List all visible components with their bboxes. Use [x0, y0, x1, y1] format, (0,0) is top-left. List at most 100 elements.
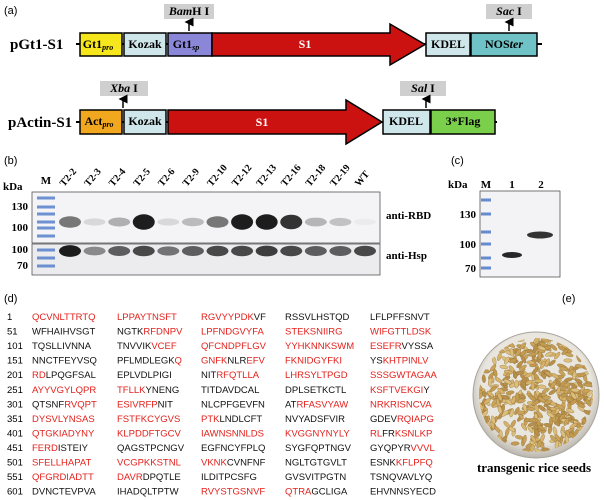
site-box [100, 81, 148, 96]
antibody-label: anti-RBD [386, 210, 431, 222]
seed [483, 398, 491, 405]
residues: FKNIDGYFKI [285, 356, 342, 367]
lane-label: T2-10 [205, 163, 229, 189]
band [132, 214, 155, 230]
element-label: Gt1pro [83, 37, 113, 52]
seed [488, 377, 493, 387]
residues: KSNLKP [395, 428, 433, 439]
residues: PTK [201, 414, 220, 425]
residues: VCGPKKSTNL [117, 458, 181, 469]
ladder-band [481, 256, 491, 260]
sequence-block: EGFNCYFPLQ [201, 443, 265, 454]
residues: RGVYYPDK [201, 312, 254, 323]
seed [525, 379, 534, 385]
residues: RD [32, 370, 46, 381]
element-label: Actpro [84, 114, 113, 129]
residues: QTSNF [32, 399, 64, 410]
element-arrow [211, 22, 427, 67]
lane-label: T2-5 [132, 167, 153, 189]
lane-label: T2-4 [107, 167, 128, 189]
sequence-block: QTRAGCLIGA [285, 487, 348, 498]
seed [539, 341, 548, 347]
seed [581, 388, 591, 394]
band [59, 216, 81, 228]
residues: KSFTVEKGI [370, 385, 423, 396]
residues: VKNK [201, 458, 228, 469]
residues: ESEFR [370, 341, 402, 352]
seed [519, 364, 527, 371]
residues: LPQGFSAL [46, 370, 96, 381]
residues: LHRSYLTPGD [285, 370, 348, 381]
band [157, 218, 180, 226]
element-box [79, 109, 123, 135]
seed [521, 423, 528, 431]
site-label: Sal I [411, 81, 435, 95]
seed [559, 366, 568, 371]
residues: GCLIGA [311, 487, 348, 498]
western-blot: kDa 130 100 70 M 1 2 [448, 179, 561, 278]
seed [564, 377, 573, 382]
seed [569, 399, 578, 406]
residues: KHTPINLV [383, 356, 429, 367]
panel-label: (e) [562, 293, 575, 305]
band [280, 245, 303, 257]
seed [537, 425, 545, 431]
residues: KVGGNYNYLY [285, 428, 350, 439]
sequence-block: LPFNDGVYFA [201, 327, 264, 338]
seed [577, 372, 586, 377]
residues: IAWNSNNLDS [201, 428, 264, 439]
residues: FERD [32, 443, 58, 454]
sequence-block: VCGPKKSTNL [117, 458, 181, 469]
sequence-block: RLFRKSNLKP [370, 428, 432, 439]
seed [526, 406, 535, 411]
band [181, 246, 204, 256]
residue-number: 351 [7, 414, 23, 425]
residues: EFV [246, 356, 265, 367]
seed [585, 398, 592, 407]
seed [540, 371, 546, 380]
residues: RQIAPG [397, 414, 434, 425]
residue-number: 251 [7, 385, 23, 396]
residues: DPLSETKCTL [285, 385, 346, 396]
residues: GDEV [370, 414, 398, 425]
residues: DYSVLYNSAS [32, 414, 95, 425]
seed [563, 417, 570, 426]
residue-number: 601 [7, 487, 23, 498]
element-box [430, 109, 496, 135]
sequence-block: STEKSNIIRG [285, 327, 343, 338]
western-blot: kDa anti-RBD anti-Hsp 130 100 100 70 M T2… [3, 163, 431, 276]
element-label: 3*Flag [446, 114, 481, 128]
sequence-block: WIFGTTLDSK [370, 327, 432, 338]
seed [550, 344, 558, 351]
seed [558, 413, 566, 421]
band [206, 245, 229, 257]
seed [519, 349, 526, 358]
residues: VYSSA [402, 341, 434, 352]
residues: NGTK [117, 327, 144, 338]
sequence-block: RGVYYPDKVF [201, 312, 266, 323]
seed [552, 426, 558, 436]
seed [481, 374, 486, 383]
sequence-block: ATRFASVYAW [285, 399, 348, 410]
sequence-block: KSFTVEKGIY [370, 385, 430, 396]
band [255, 214, 278, 230]
seed [537, 384, 547, 389]
residues: RFQTLLA [216, 370, 259, 381]
sequence-block: EHVNNSYECD [370, 487, 436, 498]
seed [510, 441, 520, 446]
sequence-block: ESNKKFLPFQ [370, 458, 433, 469]
sequence-block: TITDAVDCAL [201, 385, 259, 396]
element-label: Gt1sp [173, 37, 199, 52]
residue-number: 501 [7, 458, 23, 469]
blot-membrane [31, 243, 381, 276]
seed [504, 356, 510, 365]
seed [497, 393, 503, 402]
mw-label: 100 [12, 222, 29, 234]
photo: transgenic rice seeds [472, 331, 600, 475]
site-label: Sac I [496, 4, 522, 18]
residues: KLPDDFTGCV [117, 428, 182, 439]
sequence-block: QFCNDPFLGV [201, 341, 267, 352]
residues: KFLPFQ [396, 458, 433, 469]
residues: QTGKIADYNY [32, 428, 95, 439]
seed [584, 382, 593, 387]
